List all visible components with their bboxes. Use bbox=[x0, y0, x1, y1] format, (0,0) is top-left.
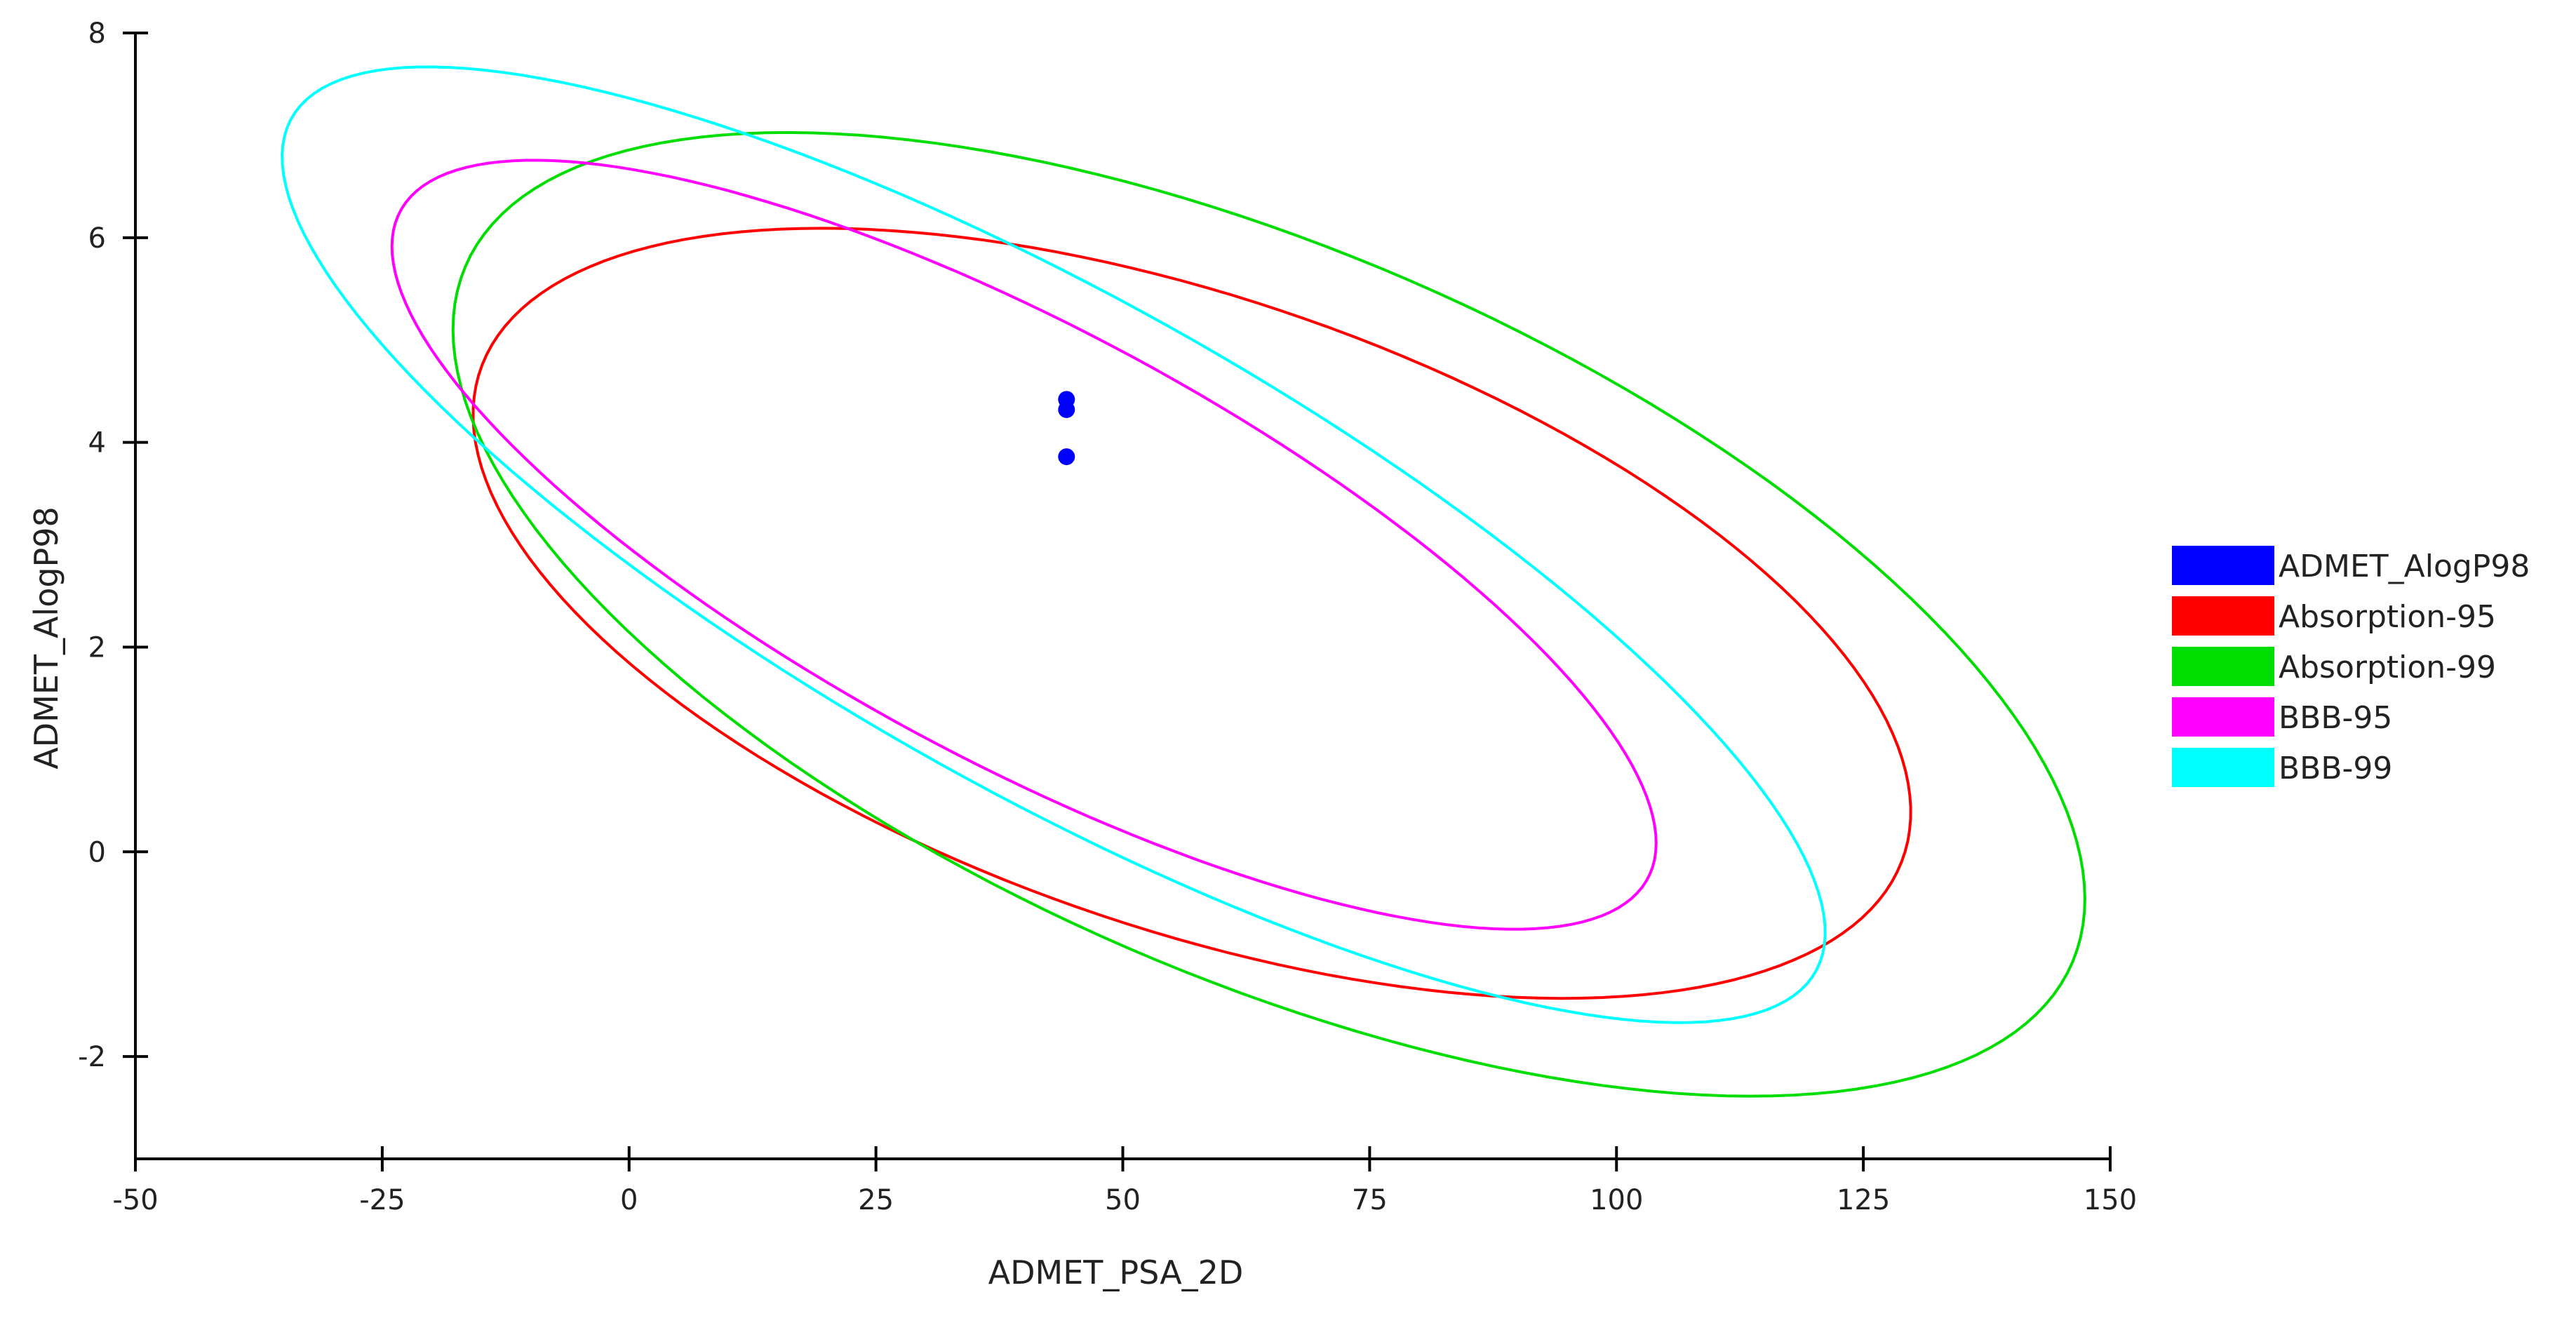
legend-swatch bbox=[2172, 748, 2274, 787]
legend: ADMET_AlogP98 Absorption-95 Absorption-99 B… bbox=[2172, 546, 2530, 787]
x-tick-label: 100 bbox=[1590, 1184, 1643, 1216]
legend-swatch bbox=[2172, 697, 2274, 737]
axes: -50 -25 0 25 50 75 100 125 150 -2 0 2 4 6 8 bbox=[78, 18, 2137, 1216]
x-tick-label: 50 bbox=[1105, 1184, 1141, 1216]
x-ticks: -50 -25 0 25 50 75 100 125 150 bbox=[112, 1146, 2137, 1216]
legend-label: BBB-95 bbox=[2279, 700, 2392, 736]
data-point bbox=[1058, 448, 1075, 466]
points-layer bbox=[1058, 391, 1075, 466]
y-tick-label: 4 bbox=[88, 427, 106, 459]
legend-label: Absorption-95 bbox=[2279, 599, 2496, 635]
y-tick-label: 6 bbox=[88, 222, 106, 255]
y-axis-title: ADMET_AlogP98 bbox=[27, 506, 65, 770]
ellipses-layer bbox=[281, 65, 2086, 1098]
y-tick-label: 0 bbox=[88, 836, 106, 868]
data-point bbox=[1058, 401, 1075, 418]
x-tick-label: 125 bbox=[1837, 1184, 1890, 1216]
x-axis-title: ADMET_PSA_2D bbox=[988, 1254, 1244, 1291]
y-tick-label: -2 bbox=[78, 1041, 106, 1073]
x-tick-label: -50 bbox=[112, 1184, 158, 1216]
x-tick-label: 0 bbox=[620, 1184, 638, 1216]
x-tick-label: 75 bbox=[1352, 1184, 1388, 1216]
legend-label: Absorption-99 bbox=[2279, 650, 2496, 685]
ellipse-bbb-95 bbox=[390, 159, 1658, 931]
ellipse-bbb-99 bbox=[281, 65, 1827, 1024]
legend-swatch bbox=[2172, 546, 2274, 585]
x-tick-label: -25 bbox=[359, 1184, 405, 1216]
y-ticks: -2 0 2 4 6 8 bbox=[78, 18, 148, 1073]
y-tick-label: 8 bbox=[88, 18, 106, 50]
legend-label: BBB-99 bbox=[2279, 751, 2392, 786]
ellipse-absorption-95 bbox=[471, 227, 1912, 1000]
legend-swatch bbox=[2172, 647, 2274, 686]
x-tick-label: 25 bbox=[858, 1184, 894, 1216]
legend-label: ADMET_AlogP98 bbox=[2279, 549, 2530, 584]
legend-swatch bbox=[2172, 596, 2274, 636]
y-tick-label: 2 bbox=[88, 631, 106, 664]
x-tick-label: 150 bbox=[2084, 1184, 2137, 1216]
